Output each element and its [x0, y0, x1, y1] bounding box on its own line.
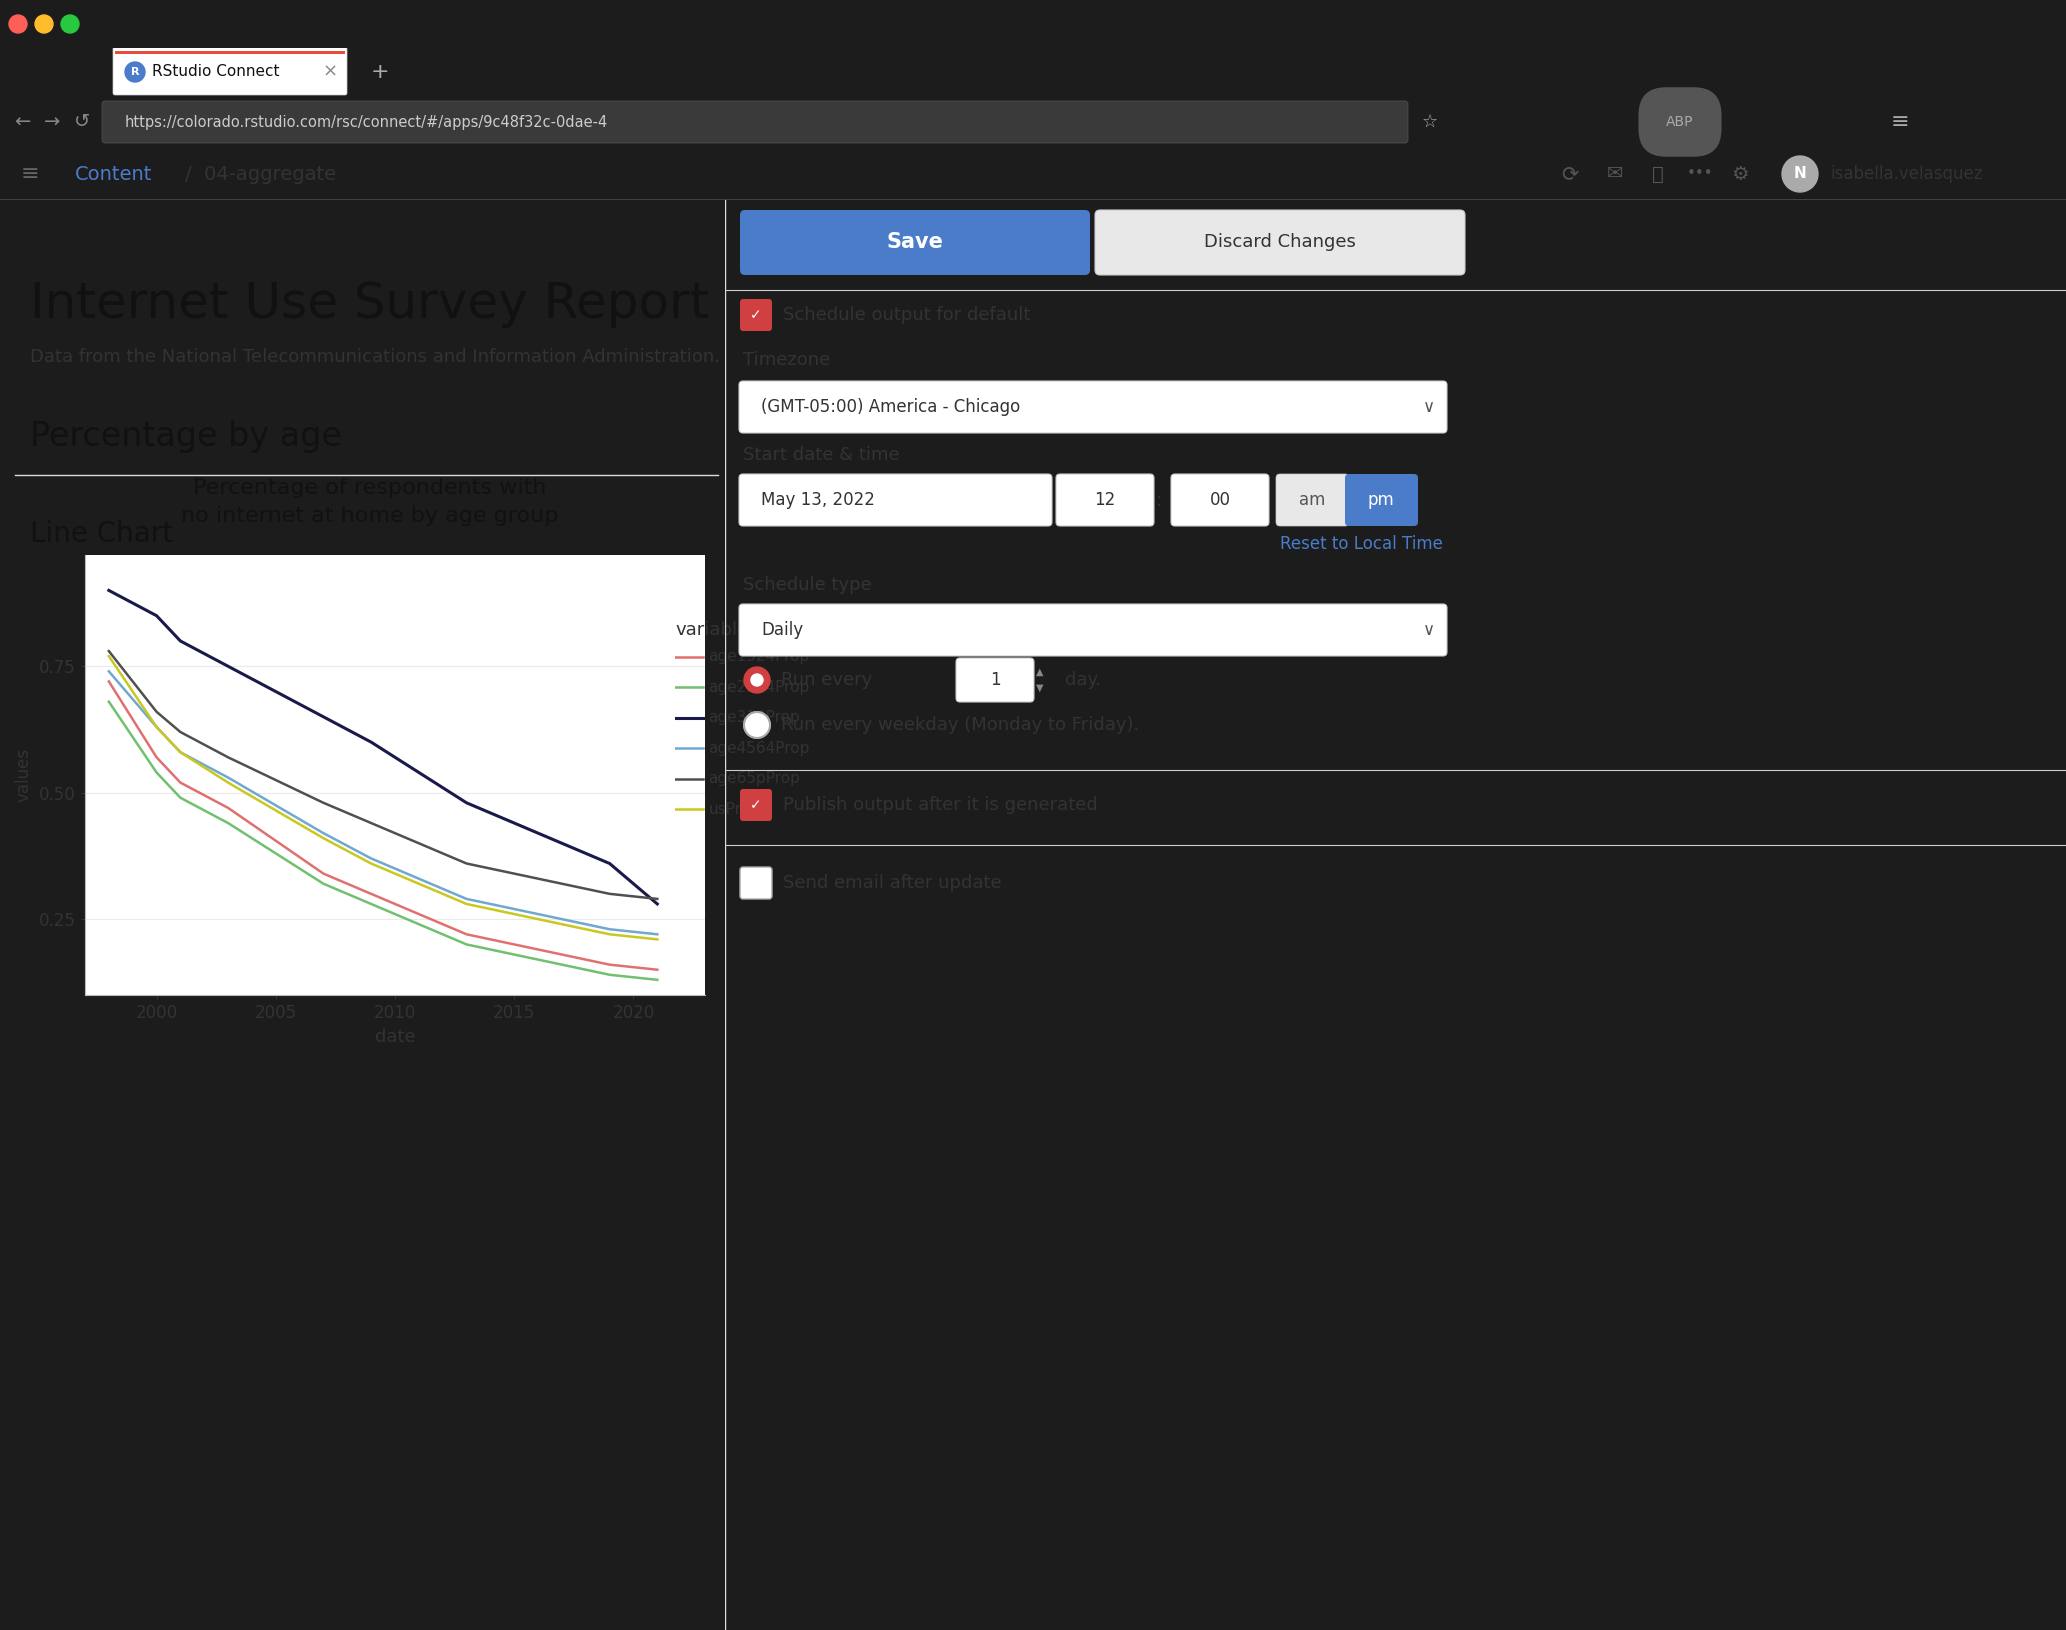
FancyBboxPatch shape — [1277, 474, 1349, 526]
Circle shape — [752, 673, 762, 686]
FancyBboxPatch shape — [740, 605, 1446, 655]
Text: Send email after update: Send email after update — [783, 874, 1002, 892]
Text: ☆: ☆ — [1421, 112, 1438, 130]
Text: +: + — [370, 62, 388, 82]
Bar — [116, 51, 345, 54]
Text: 1: 1 — [990, 672, 1000, 689]
Circle shape — [744, 712, 771, 738]
Text: ≡: ≡ — [21, 165, 39, 184]
Text: https://colorado.rstudio.com/rsc/connect/#/apps/9c48f32c-0dae-4: https://colorado.rstudio.com/rsc/connect… — [126, 114, 607, 129]
FancyBboxPatch shape — [1056, 474, 1155, 526]
Text: age65pProp: age65pProp — [709, 771, 800, 786]
Text: age1524Prop: age1524Prop — [709, 649, 810, 665]
FancyBboxPatch shape — [1095, 210, 1465, 275]
Circle shape — [744, 667, 771, 693]
Text: RStudio Connect: RStudio Connect — [153, 65, 279, 80]
Text: Run every weekday (Monday to Friday).: Run every weekday (Monday to Friday). — [781, 716, 1138, 734]
Text: ∨: ∨ — [1423, 398, 1436, 416]
Text: 12: 12 — [1095, 491, 1116, 509]
Text: Run every: Run every — [781, 672, 872, 689]
Text: isabella.velasquez: isabella.velasquez — [1830, 165, 1983, 183]
Text: ABP: ABP — [1667, 116, 1694, 129]
Text: Save: Save — [886, 231, 944, 253]
Text: Percentage of respondents with
no internet at home by age group: Percentage of respondents with no intern… — [182, 479, 558, 526]
Text: Line Chart: Line Chart — [31, 520, 174, 548]
Circle shape — [126, 62, 145, 82]
Text: ✓: ✓ — [750, 308, 762, 323]
Text: May 13, 2022: May 13, 2022 — [760, 491, 874, 509]
FancyBboxPatch shape — [740, 298, 773, 331]
Text: ×: × — [322, 64, 337, 82]
Text: Internet Use Survey Report: Internet Use Survey Report — [31, 280, 709, 328]
FancyBboxPatch shape — [740, 474, 1052, 526]
Text: ✉: ✉ — [1607, 165, 1624, 184]
Text: ⛶: ⛶ — [1653, 165, 1663, 184]
Text: 00: 00 — [1209, 491, 1231, 509]
Text: ▲: ▲ — [1037, 667, 1043, 676]
Text: am: am — [1300, 491, 1324, 509]
Text: variables: variables — [676, 621, 758, 639]
Text: ≡: ≡ — [1890, 112, 1909, 132]
Text: •••: ••• — [1686, 166, 1713, 181]
Circle shape — [8, 15, 27, 33]
FancyBboxPatch shape — [957, 659, 1033, 703]
Text: Reset to Local Time: Reset to Local Time — [1281, 535, 1442, 553]
Text: day.: day. — [1064, 672, 1101, 689]
Text: →: → — [43, 112, 60, 132]
Text: Discard Changes: Discard Changes — [1204, 233, 1355, 251]
Text: ⟳: ⟳ — [1562, 165, 1578, 184]
Text: (GMT-05:00) America - Chicago: (GMT-05:00) America - Chicago — [760, 398, 1021, 416]
Text: age4564Prop: age4564Prop — [709, 742, 810, 756]
Text: ▼: ▼ — [1037, 683, 1043, 693]
Text: Publish output after it is generated: Publish output after it is generated — [783, 795, 1097, 813]
Text: Schedule type: Schedule type — [744, 575, 872, 593]
FancyBboxPatch shape — [740, 381, 1446, 434]
FancyBboxPatch shape — [740, 210, 1091, 275]
Circle shape — [35, 15, 54, 33]
Circle shape — [1783, 156, 1818, 192]
Text: ⚙: ⚙ — [1731, 165, 1748, 184]
Text: Start date & time: Start date & time — [744, 447, 899, 465]
Text: Percentage by age: Percentage by age — [31, 421, 341, 453]
Y-axis label: values: values — [14, 748, 33, 802]
FancyBboxPatch shape — [1171, 474, 1269, 526]
X-axis label: date: date — [374, 1027, 415, 1045]
Text: age314Prop: age314Prop — [709, 711, 800, 725]
Text: ✓: ✓ — [750, 799, 762, 812]
Text: Timezone: Timezone — [744, 350, 831, 368]
Text: Daily: Daily — [760, 621, 804, 639]
FancyBboxPatch shape — [114, 47, 347, 95]
Text: ∨: ∨ — [1423, 621, 1436, 639]
Text: Data from the National Telecommunications and Information Administration.: Data from the National Telecommunication… — [31, 347, 719, 367]
Text: ←: ← — [14, 112, 31, 132]
Text: /  04-aggregate: / 04-aggregate — [186, 165, 337, 184]
FancyBboxPatch shape — [101, 101, 1409, 143]
FancyBboxPatch shape — [740, 789, 773, 822]
FancyBboxPatch shape — [740, 867, 773, 900]
Text: pm: pm — [1368, 491, 1395, 509]
Text: :: : — [1155, 491, 1163, 510]
Text: R: R — [130, 67, 138, 77]
Text: age2544Prop: age2544Prop — [709, 680, 810, 694]
Text: Schedule output for default: Schedule output for default — [783, 306, 1031, 324]
Text: usProp: usProp — [709, 802, 760, 817]
FancyBboxPatch shape — [1345, 474, 1417, 526]
Text: Content: Content — [74, 165, 153, 184]
Text: N: N — [1793, 166, 1806, 181]
Text: ↺: ↺ — [74, 112, 91, 132]
Circle shape — [62, 15, 79, 33]
